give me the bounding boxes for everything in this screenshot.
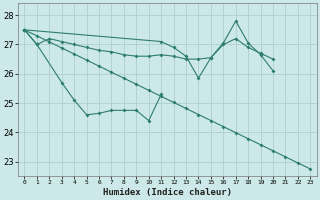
X-axis label: Humidex (Indice chaleur): Humidex (Indice chaleur)	[103, 188, 232, 197]
